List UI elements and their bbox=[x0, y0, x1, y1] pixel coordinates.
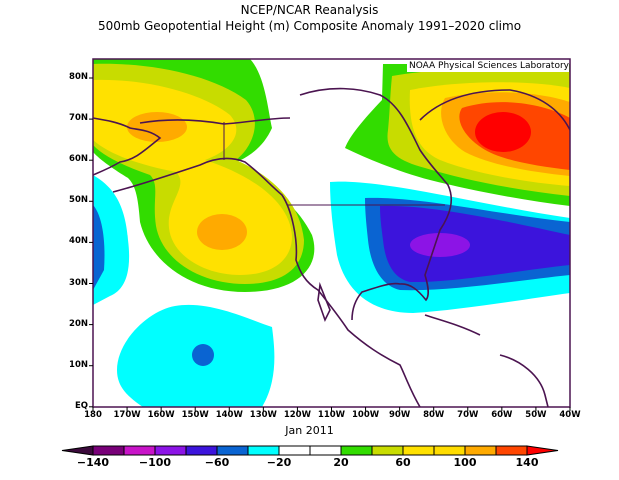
colorbar-label: 100 bbox=[453, 456, 477, 469]
lon-label: 140W bbox=[215, 410, 243, 420]
contour-140-east bbox=[475, 112, 531, 152]
colorbar-swatch bbox=[247, 445, 280, 456]
contour-100-pacific bbox=[197, 214, 247, 250]
plot-subtitle: 500mb Geopotential Height (m) Composite … bbox=[97, 19, 522, 33]
coastlines bbox=[93, 87, 570, 407]
contour-m60-left bbox=[93, 205, 105, 290]
colorbar-label: −60 bbox=[204, 456, 230, 469]
contour-100-alaska bbox=[127, 112, 187, 142]
lon-label: 180 bbox=[84, 410, 102, 420]
lon-label: 130W bbox=[249, 410, 277, 420]
lon-label: 170W bbox=[113, 410, 141, 420]
lat-label: 20N bbox=[69, 318, 88, 329]
colorbar-label: −20 bbox=[266, 456, 292, 469]
lon-label: 50W bbox=[525, 410, 547, 420]
lat-label: 80N bbox=[69, 72, 88, 82]
lon-label: 90W bbox=[389, 410, 411, 420]
lat-label: 70N bbox=[69, 113, 88, 124]
anomaly-field bbox=[93, 59, 570, 407]
lon-label: 110W bbox=[317, 410, 346, 420]
colorbar-high-arrow bbox=[526, 445, 559, 456]
colorbar-swatch bbox=[278, 445, 311, 456]
lat-label: 50N bbox=[69, 195, 88, 206]
colorbar-label: 60 bbox=[395, 456, 411, 469]
colorbar-label: 140 bbox=[515, 456, 539, 469]
lon-label: 60W bbox=[491, 410, 513, 420]
lat-label: 60N bbox=[69, 154, 88, 165]
contour-m100-east bbox=[410, 233, 470, 257]
lon-label: 100W bbox=[351, 410, 380, 420]
colorbar-low-arrow bbox=[61, 445, 94, 456]
colorbar-swatch bbox=[216, 445, 249, 456]
lat-label: 40N bbox=[69, 236, 88, 247]
lon-label: 120W bbox=[283, 410, 311, 420]
colorbar-swatch bbox=[464, 445, 497, 456]
colorbar-swatch bbox=[309, 445, 342, 456]
lon-label: 160W bbox=[147, 410, 175, 420]
contour-m80-east bbox=[380, 205, 570, 283]
lon-label: 40W bbox=[559, 410, 581, 420]
date-label: Jan 2011 bbox=[285, 424, 334, 437]
colorbar-swatch bbox=[123, 445, 156, 456]
lat-label: 30N bbox=[69, 277, 88, 288]
colorbar-swatch bbox=[402, 445, 435, 456]
lon-label: 150W bbox=[181, 410, 209, 420]
colorbar-swatch bbox=[185, 445, 218, 456]
plot-title: NCEP/NCAR Reanalysis bbox=[240, 3, 379, 17]
lat-label: 10N bbox=[69, 359, 88, 370]
colorbar bbox=[61, 445, 559, 456]
contour-m60-hawaii bbox=[192, 344, 214, 366]
credit-label: NOAA Physical Sciences Laboratory bbox=[407, 60, 569, 72]
colorbar-swatch bbox=[371, 445, 404, 456]
colorbar-swatch bbox=[433, 445, 466, 456]
colorbar-label: 20 bbox=[333, 456, 349, 469]
colorbar-label: −140 bbox=[76, 456, 110, 469]
colorbar-swatch bbox=[154, 445, 187, 456]
lon-label: 80W bbox=[423, 410, 445, 420]
colorbar-swatch bbox=[92, 445, 125, 456]
axis-ticks bbox=[89, 77, 571, 411]
colorbar-swatch bbox=[495, 445, 528, 456]
lat-label: EQ bbox=[74, 400, 88, 411]
colorbar-label: −100 bbox=[138, 456, 172, 469]
lon-label: 70W bbox=[457, 410, 479, 420]
colorbar-swatch bbox=[340, 445, 373, 456]
